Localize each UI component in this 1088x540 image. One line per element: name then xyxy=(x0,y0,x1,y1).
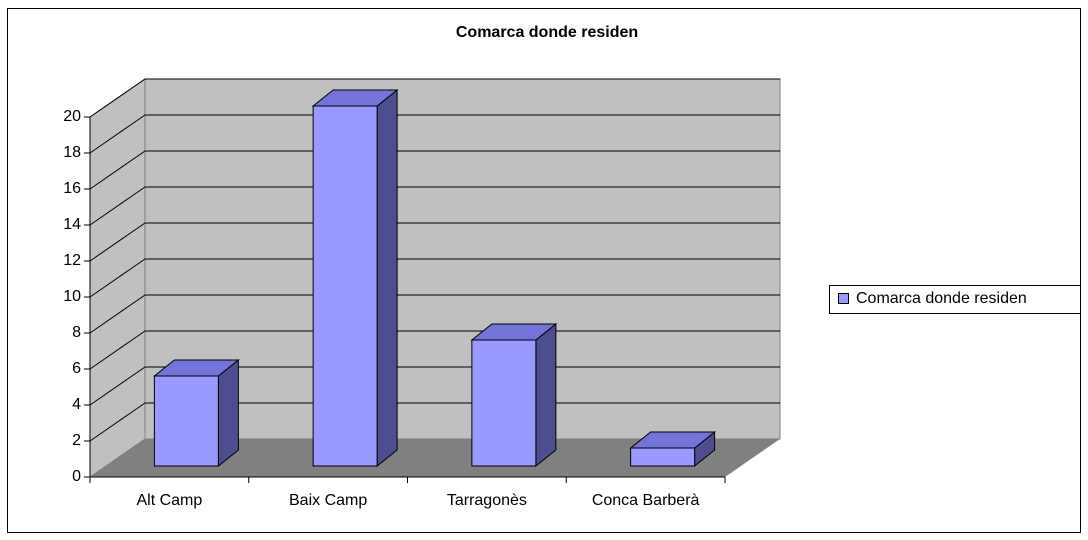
bar-front xyxy=(153,375,219,467)
grid-line xyxy=(89,294,780,334)
bar-front xyxy=(630,447,696,467)
y-tick-label: 12 xyxy=(63,252,81,269)
bar xyxy=(470,322,558,468)
x-tick-label: Baix Camp xyxy=(289,492,367,509)
bar xyxy=(311,88,399,468)
bar-front xyxy=(471,339,537,467)
grid-line xyxy=(89,150,780,190)
legend-swatch xyxy=(838,293,849,304)
grid-line xyxy=(89,78,780,118)
x-tick-label: Tarragonès xyxy=(447,492,527,509)
grid-line xyxy=(89,114,780,154)
grid-line xyxy=(89,402,780,442)
grid-line xyxy=(89,366,780,406)
y-tick-label: 0 xyxy=(72,468,81,485)
chart-title: Comarca donde residen xyxy=(456,24,638,41)
y-tick-label: 4 xyxy=(72,396,81,413)
grid-line xyxy=(89,330,780,370)
y-tick-label: 2 xyxy=(72,432,81,449)
grid-line xyxy=(89,258,780,298)
x-tick-label: Conca Barberà xyxy=(592,492,700,509)
bar-side xyxy=(535,322,557,468)
grid-line xyxy=(89,222,780,262)
bar-front xyxy=(312,105,378,467)
y-tick-label: 10 xyxy=(63,288,81,305)
x-tick-label: Alt Camp xyxy=(136,492,202,509)
bar xyxy=(629,430,717,468)
y-tick-label: 16 xyxy=(63,180,81,197)
bar-side xyxy=(376,88,398,468)
legend-label: Comarca donde residen xyxy=(856,290,1027,307)
y-tick-label: 6 xyxy=(72,360,81,377)
floor xyxy=(90,439,780,477)
y-tick-label: 8 xyxy=(72,324,81,341)
grid-line xyxy=(89,186,780,226)
y-tick-label: 18 xyxy=(63,144,81,161)
bar-side xyxy=(217,358,239,468)
legend xyxy=(829,285,1081,314)
y-tick-label: 20 xyxy=(63,108,81,125)
bar xyxy=(152,358,240,468)
y-tick-label: 14 xyxy=(63,216,81,233)
